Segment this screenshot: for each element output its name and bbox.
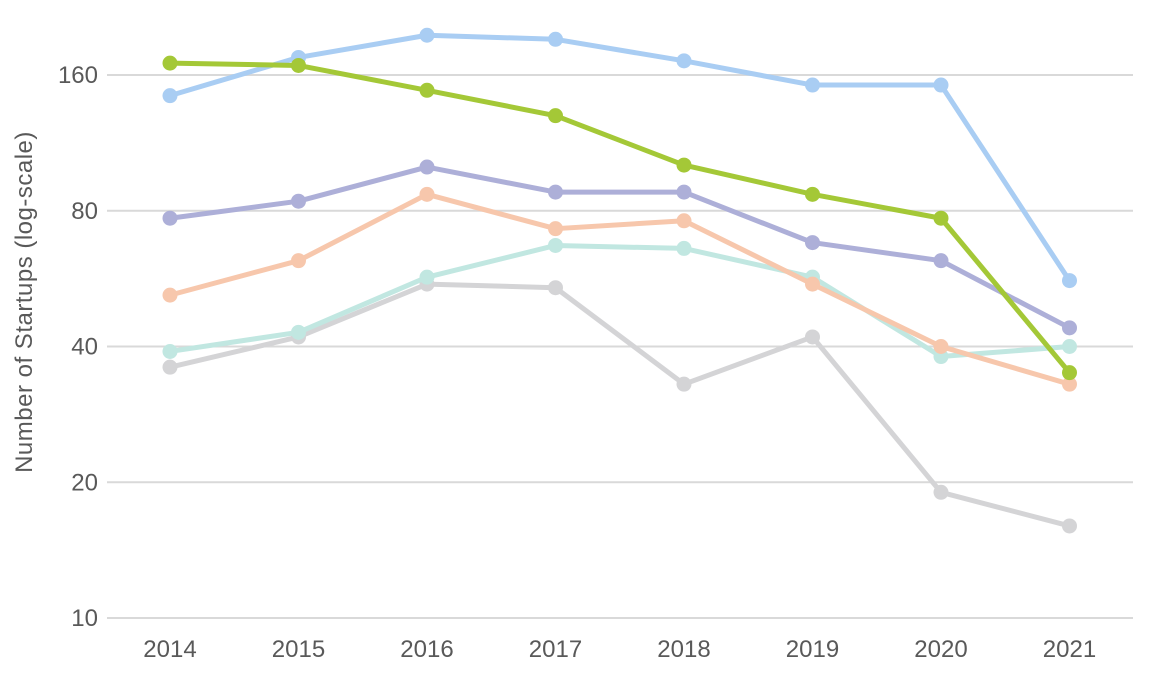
series-line-light-blue (167, 32, 1072, 284)
series-point-purple-2016 (419, 159, 435, 175)
series-point-gray-2018 (676, 376, 692, 392)
series-point-peach-2020 (933, 339, 949, 354)
series-point-green-2020 (933, 210, 949, 226)
series-point-purple-2015 (291, 193, 306, 209)
x-tick-label-2014: 2014 (143, 636, 196, 663)
series-point-green-2018 (676, 157, 692, 173)
y-tick-label-10: 10 (71, 605, 98, 632)
series-point-purple-2021 (1062, 320, 1077, 336)
series-point-light-blue-2017 (548, 31, 563, 47)
x-tick-label-2021: 2021 (1043, 636, 1096, 663)
y-tick-label-40: 40 (71, 334, 98, 361)
x-tick-label-2015: 2015 (272, 636, 325, 663)
series-point-teal-2016 (419, 269, 435, 285)
series-point-green-2021 (1062, 365, 1077, 381)
series-point-peach-2015 (291, 253, 306, 269)
series-point-gray-2020 (933, 484, 949, 500)
x-tick-label-2016: 2016 (400, 636, 453, 663)
series-point-teal-2014 (162, 343, 178, 359)
series-point-gray-2021 (1062, 518, 1077, 534)
series-point-gray-2014 (162, 359, 178, 375)
series-point-light-blue-2014 (162, 88, 178, 104)
series-line-teal (167, 242, 1072, 360)
series-point-peach-2021 (1062, 376, 1077, 392)
series-point-green-2016 (419, 82, 435, 98)
series-point-peach-2018 (676, 213, 692, 229)
series-point-light-blue-2016 (419, 27, 435, 43)
series-line-purple (167, 164, 1072, 331)
series-point-purple-2020 (933, 253, 949, 269)
series-point-light-blue-2020 (933, 77, 949, 93)
series-point-peach-2019 (805, 276, 820, 292)
x-tick-label-2017: 2017 (529, 636, 582, 663)
series-point-peach-2014 (162, 287, 178, 303)
series-line-green (167, 60, 1072, 376)
y-tick-label-160: 160 (58, 62, 98, 89)
series-point-teal-2017 (548, 237, 563, 253)
series-point-peach-2016 (419, 186, 435, 202)
series-point-green-2015 (291, 57, 306, 73)
series-point-purple-2014 (162, 210, 178, 226)
y-tick-label-20: 20 (71, 469, 98, 496)
series-point-green-2019 (805, 186, 820, 202)
series-line-gray (167, 281, 1072, 529)
series-point-purple-2019 (805, 235, 820, 251)
series-point-teal-2021 (1062, 339, 1077, 354)
series-point-gray-2019 (805, 329, 820, 345)
y-tick-label-80: 80 (71, 198, 98, 225)
series-point-green-2014 (162, 55, 178, 71)
x-tick-label-2020: 2020 (914, 636, 967, 663)
series-point-purple-2018 (676, 184, 692, 200)
series-point-light-blue-2019 (805, 77, 820, 93)
x-tick-label-2018: 2018 (657, 636, 710, 663)
series-point-light-blue-2018 (676, 53, 692, 69)
series-point-teal-2015 (291, 324, 306, 340)
series-point-light-blue-2021 (1062, 273, 1077, 289)
series-point-purple-2017 (548, 184, 563, 200)
series-point-teal-2018 (676, 240, 692, 256)
series-point-gray-2017 (548, 280, 563, 296)
x-tick-label-2019: 2019 (786, 636, 839, 663)
series-point-peach-2017 (548, 221, 563, 237)
series-line-peach (167, 191, 1072, 387)
series-point-green-2017 (548, 108, 563, 124)
